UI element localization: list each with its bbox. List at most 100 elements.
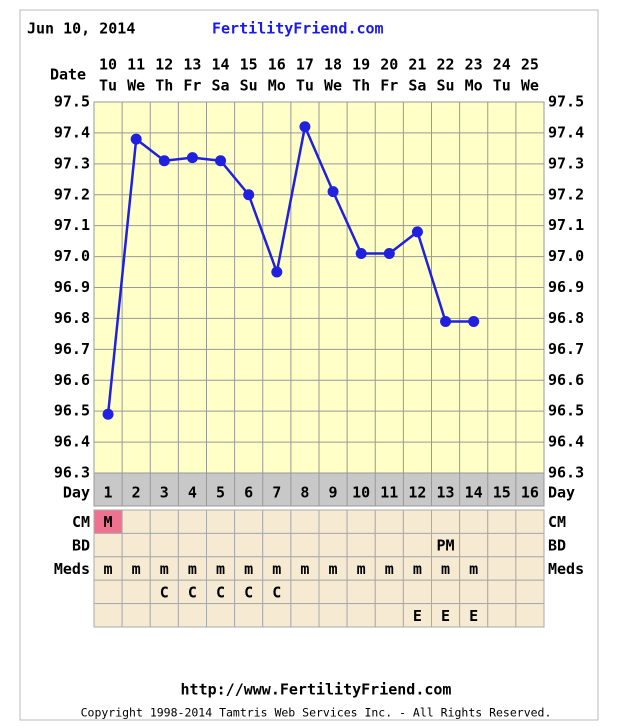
table-cell [402,579,432,605]
table-cell [234,509,264,534]
table-cell [318,579,348,605]
temperature-point [299,121,311,133]
x-tick-label: 16 [268,56,286,74]
table-cell [318,603,348,628]
weekday-label: Th [352,77,370,95]
y2-tick-label: 97.0 [548,247,584,265]
x-tick-label: 17 [296,56,314,74]
cell-text: M [104,513,113,531]
y-tick-label: 97.4 [54,123,90,141]
table-cell [402,532,432,558]
day-number: 16 [521,484,539,502]
cell-text: m [413,560,422,578]
cell-text: m [272,560,281,578]
y2-tick-label: 97.2 [548,185,584,203]
temperature-point [158,155,170,167]
row-label-right: Meds [548,560,584,578]
table-cell [262,509,292,534]
x-tick-label: 25 [521,56,539,74]
y2-tick-label: 97.3 [548,154,584,172]
y-tick-label: 96.9 [54,278,90,296]
x-tick-label: 11 [127,56,145,74]
day-label: Day [63,484,90,502]
weekday-label: We [324,77,342,95]
table-cell [290,603,320,628]
table-cell [149,532,179,558]
temperature-point [186,152,198,164]
table-cell [346,603,376,628]
day-number: 5 [216,484,225,502]
table-cell [374,603,404,628]
x-tick-label: 12 [155,56,173,74]
table-cell [149,603,179,628]
y-tick-label: 97.0 [54,247,90,265]
table-cell [206,509,236,534]
y-tick-label: 96.3 [54,464,90,482]
y2-tick-label: 97.5 [548,93,584,111]
table-cell [515,579,545,605]
table-cell [374,579,404,605]
cell-text: C [272,583,281,601]
row-label: CM [72,513,90,531]
table-cell [290,579,320,605]
y2-tick-label: 96.6 [548,371,584,389]
y-tick-label: 96.7 [54,340,90,358]
cell-text: PM [437,537,455,555]
day-number: 1 [104,484,113,502]
temperature-point [130,133,142,145]
table-cell [290,509,320,534]
table-cell [177,532,207,558]
x-tick-label: 18 [324,56,342,74]
weekday-label: Mo [268,77,286,95]
day-number: 13 [437,484,455,502]
cell-text: m [216,560,225,578]
temperature-point [440,316,452,328]
day-number: 8 [300,484,309,502]
day-number: 11 [380,484,398,502]
cell-text: E [413,607,422,625]
y2-tick-label: 97.1 [548,216,584,234]
x-tick-label: 20 [380,56,398,74]
cell-text: m [188,560,197,578]
y-tick-label: 96.4 [54,433,90,451]
table-cell [206,603,236,628]
x-label: Date [50,66,86,84]
cell-text: C [244,583,253,601]
table-cell [459,532,489,558]
temperature-point [327,186,339,198]
temperature-point [215,155,227,167]
x-tick-label: 15 [240,56,258,74]
weekday-label: Su [437,77,455,95]
temperature-point [102,408,114,420]
table-cell [93,579,123,605]
x-tick-label: 19 [352,56,370,74]
weekday-label: We [521,77,539,95]
y2-tick-label: 96.5 [548,402,584,420]
y-tick-label: 96.6 [54,371,90,389]
x-tick-label: 14 [212,56,230,74]
day-label-right: Day [548,484,575,502]
table-cell [374,509,404,534]
weekday-label: Tu [493,77,511,95]
x-tick-label: 23 [465,56,483,74]
table-cell [487,509,517,534]
table-cell [515,509,545,534]
footer-url: http://www.FertilityFriend.com [181,681,452,699]
day-number: 2 [132,484,141,502]
row-label-right: CM [548,513,566,531]
cell-text: C [216,583,225,601]
table-cell [234,603,264,628]
cell-text: m [329,560,338,578]
table-cell [177,603,207,628]
cell-text: m [104,560,113,578]
table-cell [487,532,517,558]
table-cell [459,509,489,534]
weekday-label: Th [155,77,173,95]
y2-tick-label: 97.4 [548,123,584,141]
table-cell [431,579,461,605]
weekday-label: Sa [408,77,426,95]
y-tick-label: 97.5 [54,93,90,111]
cell-text: E [469,607,478,625]
table-cell [487,603,517,628]
table-cell [93,532,123,558]
